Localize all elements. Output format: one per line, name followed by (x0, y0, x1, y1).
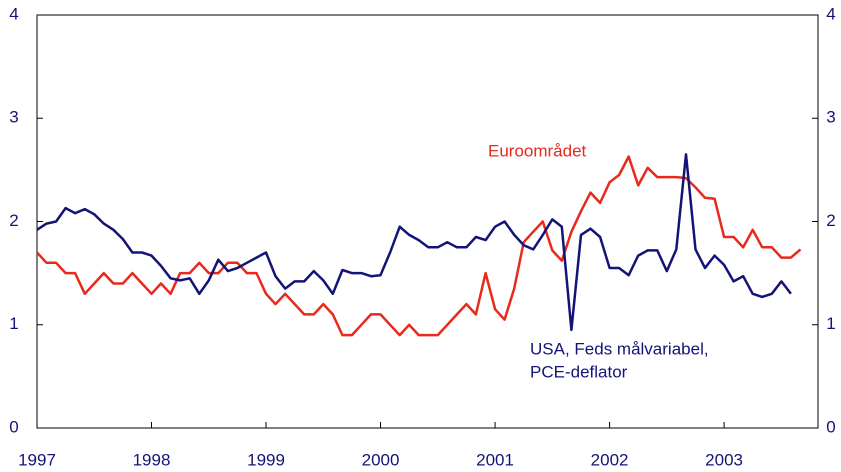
y2-tick-label: 2 (826, 211, 835, 230)
x-tick-label: 2000 (362, 450, 400, 469)
x-tick-label: 1997 (18, 450, 56, 469)
x-tick-label: 1998 (133, 450, 171, 469)
annotation: USA, Feds målvariabel, (530, 339, 709, 358)
x-tick-label: 2001 (476, 450, 514, 469)
y2-tick-label: 4 (826, 4, 835, 23)
y2-tick-label: 1 (826, 314, 835, 333)
y-tick-label: 4 (9, 4, 18, 23)
plot-frame (36, 14, 819, 429)
y-tick-label: 3 (9, 108, 18, 127)
y-tick-label: 2 (9, 211, 18, 230)
y-tick-label: 0 (9, 417, 18, 436)
y-tick-label: 1 (9, 314, 18, 333)
x-tick-label: 1999 (247, 450, 285, 469)
y2-tick-label: 0 (826, 417, 835, 436)
x-tick-label: 2002 (591, 450, 629, 469)
series-line (36, 153, 792, 332)
y2-tick-label: 3 (826, 108, 835, 127)
series-line (36, 155, 802, 337)
annotation: Euroområdet (488, 141, 587, 160)
annotation: PCE-deflator (530, 362, 628, 381)
x-tick-label: 2003 (705, 450, 743, 469)
